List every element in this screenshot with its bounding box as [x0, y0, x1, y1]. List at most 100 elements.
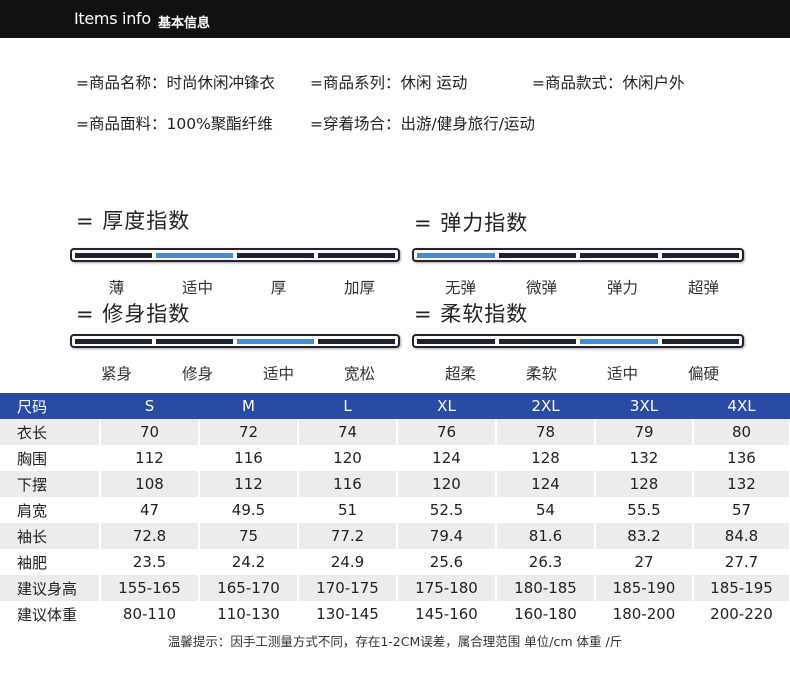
indicator-segment [417, 338, 495, 344]
table-header-cell: XL [397, 393, 496, 419]
table-row: 胸围 112 116 120 124 128 132 136 [0, 445, 790, 471]
table-cell: 74 [298, 419, 398, 445]
table-cell: 132 [595, 445, 693, 471]
table-row: 建议体重 80-110 110-130 130-145 145-160 160-180 18… [0, 601, 790, 627]
table-cell: 81.6 [496, 523, 596, 549]
table-cell: 112 [100, 445, 199, 471]
info-wear-occasion: =穿着场合：出游/健身旅行/运动 [310, 115, 535, 133]
table-row-label: 下摆 [0, 471, 101, 497]
table-row: 袖肥 23.5 24.2 24.9 25.6 26.3 27 27.7 [0, 549, 790, 575]
table-cell: 155-165 [100, 575, 200, 601]
slim-label: 修身 [181, 365, 213, 383]
softness-label: 超柔 [444, 365, 476, 383]
table-cell: 26.3 [496, 549, 595, 575]
table-cell: 180-200 [595, 601, 693, 627]
table-cell: 57 [693, 497, 790, 523]
elasticity-label: 无弹 [444, 279, 476, 297]
table-cell: 130-145 [298, 601, 397, 627]
elasticity-label: 微弹 [525, 279, 557, 297]
table-cell: 116 [199, 445, 298, 471]
table-cell: 70 [100, 419, 200, 445]
softness-label: 偏硬 [687, 365, 719, 383]
indicator-segment [498, 252, 576, 258]
softness-index-title: = 柔软指数 [414, 302, 529, 326]
thickness-label: 薄 [108, 279, 125, 297]
table-cell: 80 [693, 419, 790, 445]
table-cell: 79 [595, 419, 694, 445]
indicator-segment-active [237, 338, 314, 344]
table-cell: 25.6 [397, 549, 496, 575]
thickness-index-bar [70, 248, 400, 262]
slim-label: 紧身 [100, 365, 132, 383]
elasticity-label: 超弹 [687, 279, 719, 297]
table-row: 袖长 72.8 75 77.2 79.4 81.6 83.2 84.8 [0, 523, 790, 549]
table-cell: 185-195 [693, 575, 790, 601]
table-cell: 83.2 [595, 523, 694, 549]
thickness-label: 加厚 [343, 279, 375, 297]
indicator-segment [75, 338, 152, 344]
table-cell: 72.8 [100, 523, 200, 549]
table-cell: 23.5 [100, 549, 199, 575]
table-cell: 110-130 [199, 601, 298, 627]
slim-label: 宽松 [343, 365, 375, 383]
table-cell: 78 [496, 419, 596, 445]
table-cell: 185-190 [595, 575, 694, 601]
table-cell: 116 [298, 471, 398, 497]
slim-index-title: = 修身指数 [76, 302, 191, 326]
table-row-label: 胸围 [0, 445, 100, 471]
table-header-cell: M [199, 393, 298, 419]
table-cell: 27 [595, 549, 693, 575]
table-cell: 27.7 [693, 549, 790, 575]
table-row-label: 袖长 [0, 523, 101, 549]
table-cell: 124 [496, 471, 596, 497]
softness-label: 适中 [606, 365, 638, 383]
table-cell: 136 [693, 445, 790, 471]
table-cell: 76 [397, 419, 497, 445]
indicator-segment [498, 338, 576, 344]
indicator-segment [75, 252, 152, 258]
indicator-segment [156, 338, 233, 344]
table-cell: 180-185 [496, 575, 596, 601]
table-cell: 77.2 [298, 523, 398, 549]
indicator-segment [661, 338, 739, 344]
measurement-note: 温馨提示：因手工测量方式不同，存在1-2CM误差，属合理范围 单位/cm 体重 … [0, 628, 790, 656]
elasticity-index-title: = 弹力指数 [414, 211, 529, 235]
thickness-label: 厚 [270, 279, 287, 297]
table-header-cell: L [298, 393, 397, 419]
info-product-material: =商品面料：100%聚酯纤维 [76, 115, 273, 133]
indicator-segment [580, 252, 658, 258]
table-cell: 145-160 [397, 601, 496, 627]
size-table-header: 尺码 S M L XL 2XL 3XL 4XL [0, 393, 790, 419]
softness-index-bar [412, 334, 744, 348]
table-cell: 112 [199, 471, 299, 497]
indicator-segment [318, 338, 395, 344]
table-cell: 128 [595, 471, 694, 497]
thickness-index-title: = 厚度指数 [76, 209, 191, 233]
info-product-name: =商品名称：时尚休闲冲锋衣 [76, 74, 275, 92]
table-cell: 75 [199, 523, 299, 549]
table-cell: 132 [693, 471, 790, 497]
table-cell: 52.5 [397, 497, 496, 523]
table-cell: 120 [397, 471, 497, 497]
softness-index-labels: 超柔 柔软 适中 偏硬 [420, 362, 744, 384]
thickness-label: 适中 [181, 279, 213, 297]
table-header-cell: 3XL [595, 393, 693, 419]
elasticity-label: 弹力 [606, 279, 638, 297]
table-cell: 47 [100, 497, 199, 523]
table-row-label: 肩宽 [0, 497, 100, 523]
header-title-en: Items info [74, 9, 151, 28]
table-cell: 165-170 [199, 575, 299, 601]
header-title-cn: 基本信息 [158, 16, 211, 31]
slim-index-labels: 紧身 修身 适中 宽松 [76, 362, 400, 384]
table-cell: 200-220 [693, 601, 790, 627]
table-header-cell: 2XL [496, 393, 595, 419]
size-table: 尺码 S M L XL 2XL 3XL 4XL 衣长 70 72 74 76 78 79 80… [0, 393, 790, 627]
table-cell: 51 [298, 497, 397, 523]
indicator-segment [237, 252, 314, 258]
indicator-segment-active [417, 252, 495, 258]
table-header-cell: 4XL [693, 393, 790, 419]
slim-label: 适中 [262, 365, 294, 383]
table-row: 肩宽 47 49.5 51 52.5 54 55.5 57 [0, 497, 790, 523]
indicator-segment [661, 252, 739, 258]
indicator-segment-active [580, 338, 658, 344]
